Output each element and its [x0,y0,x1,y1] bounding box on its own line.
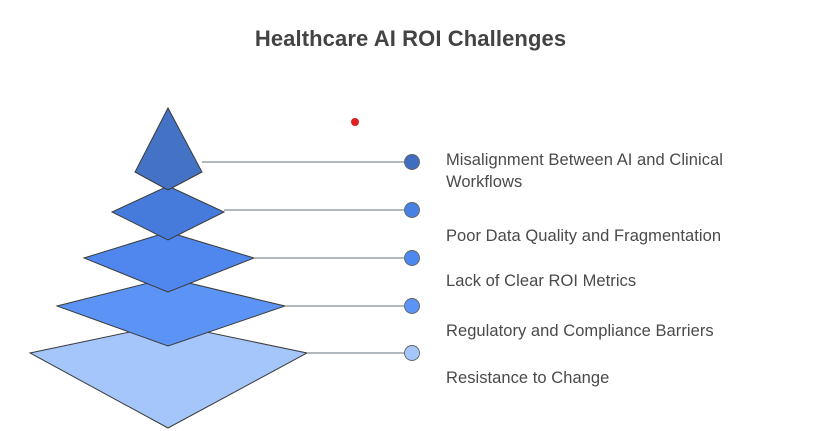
connector-dot-1[interactable] [404,202,420,218]
pyramid-layer-0[interactable] [134,106,203,191]
page-title: Healthcare AI ROI Challenges [254,26,567,51]
pyramid-layer-4[interactable] [28,323,309,429]
connector-dot-2[interactable] [404,250,420,266]
layer-label-2: Lack of Clear ROI Metrics [446,272,637,290]
layer-label-3: Regulatory and Compliance Barriers [446,322,714,340]
pyramid-layers-group [28,106,309,429]
pyramid-layer-3[interactable] [55,277,287,347]
layer-label-4: Resistance to Change [446,369,610,387]
connector-lines-group [202,161,405,354]
connector-dot-3[interactable] [404,298,420,314]
connector-dot-0[interactable] [404,154,420,170]
connector-dot-4[interactable] [404,345,420,361]
pyramid-layer-2[interactable] [82,231,256,293]
red-dot-marker [351,118,359,126]
pyramid-layer-1[interactable] [110,185,226,241]
layer-label-1: Poor Data Quality and Fragmentation [446,227,722,245]
connector-dots-group [404,154,420,361]
layer-label-0: Misalignment Between AI and Clinical Wor… [446,151,723,191]
